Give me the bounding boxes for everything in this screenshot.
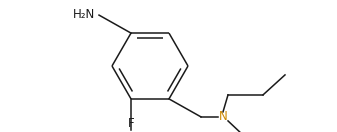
Text: H₂N: H₂N (73, 8, 95, 21)
Text: N: N (219, 110, 227, 123)
Text: F: F (128, 117, 134, 130)
